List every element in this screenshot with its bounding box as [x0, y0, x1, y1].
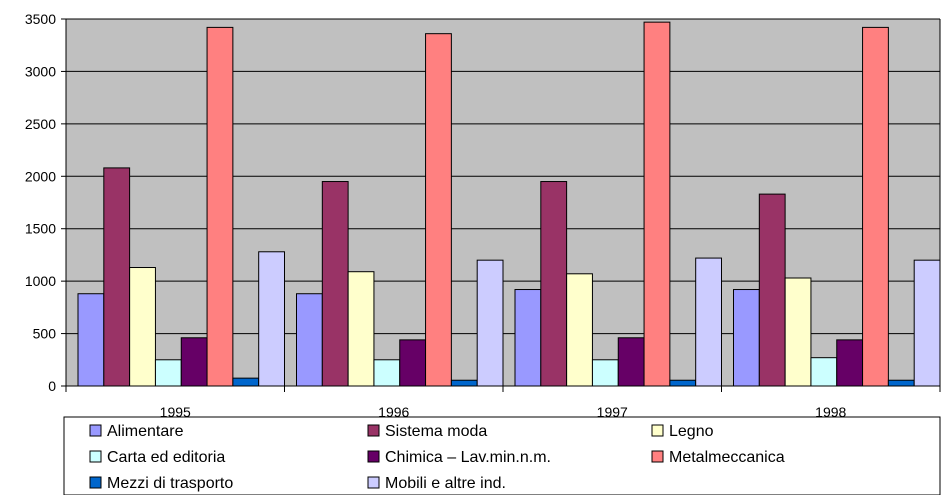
bar-1998-2	[784, 277, 812, 387]
legend-swatch-7	[367, 476, 380, 489]
bar-1996-2	[347, 271, 375, 387]
y-tick-label-500: 500	[33, 326, 57, 342]
bar-1996-1	[321, 181, 349, 387]
bar-1995-1	[103, 167, 131, 387]
x-tick-label-1998: 1998	[815, 404, 846, 420]
legend-label-4: Chimica – Lav.min.n.m.	[385, 449, 551, 466]
y-tick-label-1000: 1000	[25, 273, 56, 289]
legend-label-5: Metalmeccanica	[669, 449, 785, 466]
y-tick-label-3500: 3500	[25, 11, 56, 27]
y-tick-label-1500: 1500	[25, 221, 56, 237]
y-tick-label-3000: 3000	[25, 63, 56, 79]
y-tick-label-2500: 2500	[25, 116, 56, 132]
bar-1995-2	[129, 267, 156, 387]
bar-1998-3	[810, 357, 838, 387]
bar-1997-5	[643, 21, 671, 387]
axes: 0 500 1000 1500 2000 2500 3000 3500 1995 1996 1997…	[25, 11, 941, 420]
bar-1996-6	[450, 379, 478, 387]
bar-1998-7	[913, 259, 941, 387]
bar-1996-5	[425, 33, 452, 387]
bar-1996-7	[476, 259, 504, 387]
bar-1995-4	[180, 337, 208, 387]
x-tick-label-1997: 1997	[597, 404, 628, 420]
y-tick-label-0: 0	[48, 378, 56, 394]
legend-box	[63, 416, 941, 495]
bar-1996-4	[399, 339, 427, 387]
legend-swatch-3	[89, 450, 102, 463]
bar-1996-0	[296, 293, 323, 387]
legend-label-6: Mezzi di trasporto	[107, 475, 233, 492]
bar-1997-7	[695, 257, 723, 387]
bar-1995-0	[77, 293, 105, 387]
legend-label-2: Legno	[669, 423, 714, 440]
legend-swatch-1	[367, 424, 380, 437]
bar-1995-7	[258, 251, 286, 387]
bar-1998-1	[758, 193, 786, 387]
legend-swatch-6	[89, 476, 102, 489]
bar-1995-6	[232, 377, 260, 387]
x-tick-label-1995: 1995	[160, 404, 191, 420]
bar-1998-0	[733, 289, 760, 387]
bar-1997-1	[540, 181, 568, 387]
bar-1997-4	[617, 337, 645, 387]
x-tick-label-1996: 1996	[378, 404, 409, 420]
legend-swatch-2	[651, 424, 664, 437]
plot-area	[66, 18, 941, 387]
bar-1997-0	[514, 289, 542, 387]
legend-swatch-4	[367, 450, 380, 463]
legend-label-7: Mobili e altre ind.	[385, 475, 506, 492]
bar-1995-3	[154, 359, 182, 387]
y-tick-label-2000: 2000	[25, 168, 56, 184]
bar-1998-4	[836, 339, 864, 387]
bar-1996-3	[373, 359, 401, 387]
bar-1995-5	[206, 26, 234, 387]
bar-1997-2	[566, 273, 593, 387]
bar-1997-3	[591, 359, 619, 387]
bar-1997-6	[669, 379, 697, 387]
bar-1998-6	[887, 379, 915, 387]
legend-swatch-5	[651, 450, 664, 463]
legend-label-3: Carta ed editoria	[107, 449, 225, 466]
legend-swatch-0	[89, 424, 102, 437]
legend-label-0: Alimentare	[107, 423, 184, 440]
bar-1998-5	[862, 26, 889, 387]
legend-label-1: Sistema moda	[385, 423, 487, 440]
legend: Alimentare Sistema moda Legno Carta ed edit…	[63, 416, 941, 495]
